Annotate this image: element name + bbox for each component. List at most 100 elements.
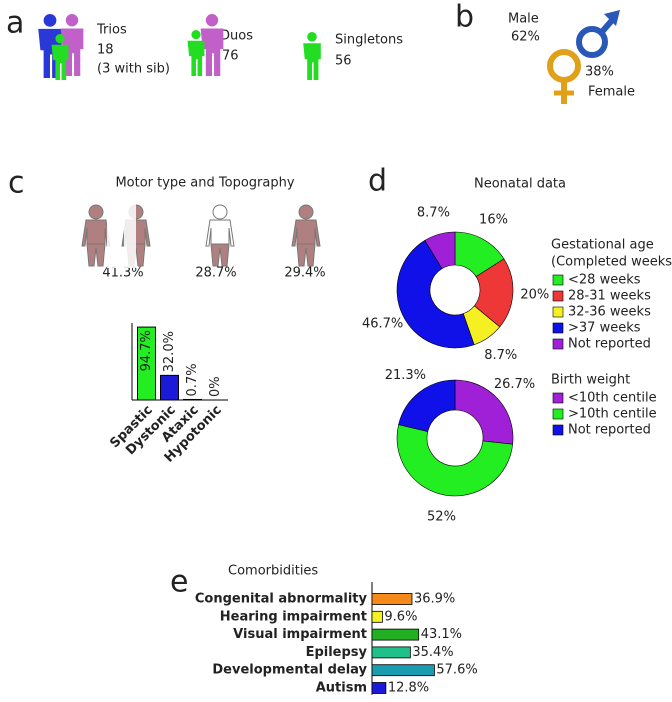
group-count: 56 [335, 54, 352, 69]
topography-percent: 28.7% [195, 266, 236, 281]
icon-body [51, 44, 69, 80]
bar [371, 628, 420, 641]
sex-label: Male [508, 12, 539, 27]
icon-head [205, 14, 219, 27]
value-label: 57.6% [436, 663, 477, 678]
legend-swatch [552, 322, 564, 334]
icon-head [191, 29, 201, 40]
person-icon [60, 14, 84, 76]
y-tick-label: Hearing impairment [220, 609, 367, 624]
donut-segment [424, 231, 456, 270]
bar [371, 610, 383, 623]
bar [137, 326, 156, 401]
donut-segment [396, 424, 513, 497]
person-icon [51, 34, 69, 80]
body-head [212, 204, 228, 220]
icon-head [55, 34, 65, 44]
sex-label: Female [588, 85, 635, 100]
value-label: 0.7% [185, 363, 200, 396]
legend-swatch [552, 338, 564, 350]
value-label: 9.6% [384, 609, 417, 624]
panel-label: e [170, 565, 188, 600]
donut-segment [398, 379, 456, 432]
legend-label: <10th centile [568, 391, 657, 406]
donut-segment [396, 240, 475, 349]
half-mask [124, 204, 136, 268]
body-torso [81, 219, 111, 247]
legend-label: 28-31 weeks [568, 289, 651, 304]
person-icon [200, 14, 224, 76]
legend-swatch [552, 408, 564, 420]
value-label: 16% [479, 212, 508, 227]
y-tick-label: Congenital abnormality [195, 592, 368, 607]
group-note: (3 with sib) [97, 62, 170, 77]
body-figure [205, 204, 235, 267]
body-torso [205, 219, 235, 247]
half-mask [107, 204, 121, 268]
panel-title: Neonatal data [474, 177, 566, 192]
icon-head [43, 14, 57, 27]
body-legs [86, 243, 106, 267]
legend-title: Gestational age [551, 238, 654, 253]
legend-title: Birth weight [551, 373, 630, 388]
legend-label: 32-36 weeks [568, 305, 651, 320]
legend-label: Not reported [568, 337, 651, 352]
y-tick-label: Autism [316, 681, 367, 696]
value-label: 94.7% [139, 330, 154, 371]
value-label: 12.8% [388, 681, 429, 696]
group-count: 18 [97, 43, 114, 58]
legend-swatch [552, 274, 564, 286]
panel-label: c [8, 166, 25, 201]
legend-label: >37 weeks [568, 321, 641, 336]
legend-label: <28 weeks [568, 273, 641, 288]
value-label: 43.1% [421, 627, 462, 642]
value-label: 8.7% [417, 205, 450, 220]
legend-label: Not reported [568, 423, 651, 438]
person-icon [187, 29, 205, 76]
value-label: 26.7% [494, 377, 535, 392]
icon-head [65, 14, 79, 27]
donut-segment [454, 379, 514, 445]
icon-body [187, 40, 205, 76]
bar [160, 374, 179, 401]
icon-head [307, 32, 317, 42]
value-label: 35.4% [412, 645, 453, 660]
panel-title: Motor type and Topography [115, 176, 294, 191]
panel-label: d [368, 164, 387, 199]
female-symbol [547, 49, 581, 104]
body-figure [81, 204, 111, 267]
icon-body [303, 43, 321, 80]
value-label: 52% [427, 509, 456, 524]
value-label: 46.7% [362, 317, 403, 332]
chart-title: Comorbidities [228, 564, 318, 579]
topography-percent: 29.4% [284, 266, 325, 281]
group-name: Singletons [335, 33, 403, 48]
body-head [298, 204, 314, 220]
legend-title: (Completed weeks) [551, 255, 672, 270]
body-figure [291, 204, 321, 267]
value-label: 20% [520, 287, 549, 302]
legend-swatch [552, 306, 564, 318]
body-legs [296, 243, 316, 267]
value-label: 21.3% [385, 368, 426, 383]
legend-swatch [552, 424, 564, 436]
bar [371, 593, 413, 605]
group-name: Trios [96, 23, 127, 38]
panel-label: b [455, 0, 474, 35]
icon-body [200, 28, 224, 76]
topography-percent: 41.3% [102, 266, 143, 281]
bar [371, 682, 387, 694]
legend-swatch [552, 392, 564, 404]
group-count: 76 [222, 49, 239, 64]
value-label: 8.7% [484, 348, 517, 363]
sex-percent: 38% [585, 65, 614, 80]
body-legs [210, 243, 230, 267]
value-label: 0% [208, 376, 223, 397]
legend-swatch [552, 290, 564, 302]
value-label: 36.9% [414, 592, 455, 607]
sex-percent: 62% [511, 30, 540, 45]
y-tick-label: Epilepsy [306, 645, 368, 660]
bar [371, 664, 435, 677]
group-name: Duos [220, 29, 253, 44]
